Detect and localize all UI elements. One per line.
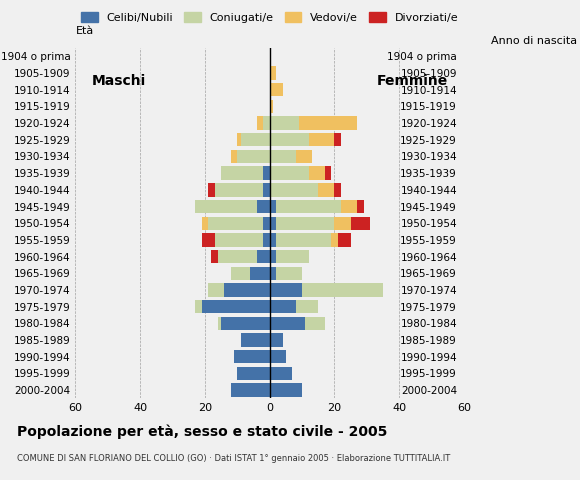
Bar [231, 150, 237, 163]
Bar [263, 167, 270, 180]
Bar [231, 384, 270, 397]
Bar [257, 250, 270, 263]
Bar [335, 216, 351, 230]
Bar [241, 333, 270, 347]
Bar [257, 117, 263, 130]
Bar [270, 283, 302, 297]
Bar [351, 216, 370, 230]
Bar [270, 200, 276, 213]
Bar [270, 66, 276, 80]
Bar [270, 300, 296, 313]
Bar [251, 266, 270, 280]
Bar [270, 216, 276, 230]
Bar [237, 150, 270, 163]
Bar [270, 183, 318, 196]
Bar [263, 216, 270, 230]
Bar [202, 216, 208, 230]
Bar [270, 133, 309, 146]
Text: Età: Età [75, 26, 93, 36]
Text: Maschi: Maschi [92, 74, 146, 88]
Bar [218, 250, 257, 263]
Bar [341, 200, 357, 213]
Bar [299, 117, 357, 130]
Bar [208, 283, 224, 297]
Bar [270, 384, 302, 397]
Bar [195, 200, 257, 213]
Bar [302, 283, 383, 297]
Bar [276, 200, 341, 213]
Bar [208, 183, 215, 196]
Bar [221, 317, 270, 330]
Bar [270, 250, 276, 263]
Bar [237, 133, 241, 146]
Bar [234, 350, 270, 363]
Bar [215, 183, 263, 196]
Bar [202, 233, 215, 247]
Bar [335, 183, 341, 196]
Bar [263, 233, 270, 247]
Bar [296, 150, 312, 163]
Bar [231, 266, 251, 280]
Text: Popolazione per età, sesso e stato civile - 2005: Popolazione per età, sesso e stato civil… [17, 425, 388, 439]
Bar [270, 167, 309, 180]
Bar [212, 250, 218, 263]
Bar [195, 300, 202, 313]
Text: COMUNE DI SAN FLORIANO DEL COLLIO (GO) · Dati ISTAT 1° gennaio 2005 · Elaborazio: COMUNE DI SAN FLORIANO DEL COLLIO (GO) ·… [17, 454, 451, 463]
Bar [276, 250, 309, 263]
Bar [270, 333, 282, 347]
Bar [276, 266, 302, 280]
Bar [296, 300, 318, 313]
Bar [263, 117, 270, 130]
Bar [338, 233, 351, 247]
Bar [325, 167, 331, 180]
Bar [309, 167, 325, 180]
Bar [257, 200, 270, 213]
Bar [270, 100, 273, 113]
Bar [270, 150, 296, 163]
Bar [318, 183, 335, 196]
Bar [218, 317, 221, 330]
Bar [270, 317, 305, 330]
Bar [237, 367, 270, 380]
Bar [221, 167, 263, 180]
Bar [276, 216, 335, 230]
Bar [270, 266, 276, 280]
Text: Anno di nascita: Anno di nascita [491, 36, 577, 46]
Bar [357, 200, 364, 213]
Bar [270, 350, 286, 363]
Bar [270, 233, 276, 247]
Bar [215, 233, 263, 247]
Bar [276, 233, 331, 247]
Text: Femmine: Femmine [376, 74, 448, 88]
Bar [335, 133, 341, 146]
Bar [270, 367, 292, 380]
Bar [270, 117, 299, 130]
Bar [263, 183, 270, 196]
Bar [224, 283, 270, 297]
Bar [309, 133, 335, 146]
Bar [202, 300, 270, 313]
Legend: Celibi/Nubili, Coniugati/e, Vedovi/e, Divorziati/e: Celibi/Nubili, Coniugati/e, Vedovi/e, Di… [77, 8, 463, 28]
Bar [305, 317, 325, 330]
Bar [208, 216, 263, 230]
Bar [331, 233, 338, 247]
Bar [270, 83, 282, 96]
Bar [241, 133, 270, 146]
